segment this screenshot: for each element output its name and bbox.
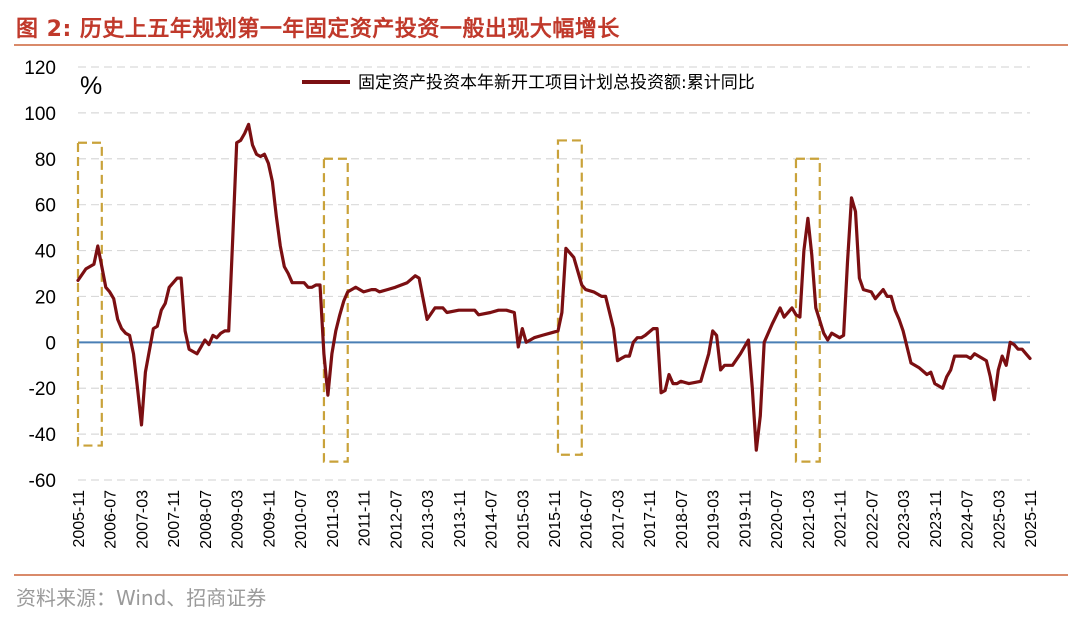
x-tick-label: 2023-03 [896,490,913,549]
x-tick-label: 2017-11 [642,490,659,548]
y-tick-label: 20 [35,287,56,308]
highlight-box [76,141,103,447]
x-tick-label: 2013-03 [420,490,437,549]
x-tick-label: 2006-07 [103,490,120,549]
y-tick-label: 0 [45,333,56,354]
y-tick-label: -20 [29,379,56,400]
y-tick-label: 40 [35,242,56,263]
x-tick-label: 2023-11 [928,490,945,548]
x-tick-label: 2011-03 [325,490,342,548]
x-tick-label: 2015-11 [547,490,564,548]
unit-label: % [80,72,102,100]
highlight-box [322,157,349,463]
x-tick-label: 2022-07 [864,490,881,549]
x-tick-label: 2021-11 [833,490,850,548]
grid-lines [78,66,1030,481]
x-tick-label: 2005-11 [71,490,88,548]
y-axis-ticks: -60 -40 -20 0 20 40 60 80 100 120 [24,58,56,492]
x-tick-label: 2025-03 [991,490,1008,549]
x-tick-label: 2021-03 [801,490,818,549]
x-tick-label: 2013-11 [452,490,469,548]
title-divider [14,44,1068,46]
x-tick-label: 2019-03 [706,490,723,549]
source-note: 资料来源：Wind、招商证券 [16,586,267,610]
x-tick-label: 2007-11 [166,490,183,548]
legend-label: 固定资产投资本年新开工项目计划总投资额:累计同比 [358,73,755,93]
x-tick-label: 2011-11 [357,490,374,546]
x-tick-label: 2025-11 [1023,490,1040,548]
highlight-boxes [76,139,821,463]
x-tick-label: 2012-07 [388,490,405,549]
y-tick-label: 60 [35,196,56,217]
series-line [76,122,1032,452]
x-tick-label: 2009-03 [230,490,247,549]
footer-divider [14,574,1068,576]
y-tick-label: 80 [35,150,56,171]
x-tick-label: 2017-03 [610,490,627,549]
x-tick-label: 2009-11 [261,490,278,548]
page-title: 图 2: 历史上五年规划第一年固定资产投资一般出现大幅增长 [16,17,620,42]
series-layer [76,122,1032,452]
x-tick-label: 2019-11 [737,490,754,548]
highlight-box [794,157,821,463]
y-tick-label: 100 [24,104,56,125]
y-tick-label: 120 [24,58,56,79]
x-tick-label: 2008-07 [198,490,215,549]
highlight-box [556,139,583,456]
x-tick-label: 2010-07 [293,490,310,549]
x-tick-label: 2007-03 [134,490,151,549]
x-axis-ticks: 2005-11 2006-07 2007-03 2007-11 2008-07 2009-… [71,490,1040,549]
x-tick-label: 2020-07 [769,490,786,549]
y-tick-label: -40 [29,425,56,446]
x-tick-label: 2024-07 [960,490,977,549]
x-tick-label: 2014-07 [484,490,501,549]
legend: 固定资产投资本年新开工项目计划总投资额:累计同比 [302,73,755,93]
x-tick-label: 2015-03 [515,490,532,549]
y-tick-label: -60 [29,471,56,492]
x-tick-label: 2018-07 [674,490,691,549]
x-tick-label: 2016-07 [579,490,596,549]
